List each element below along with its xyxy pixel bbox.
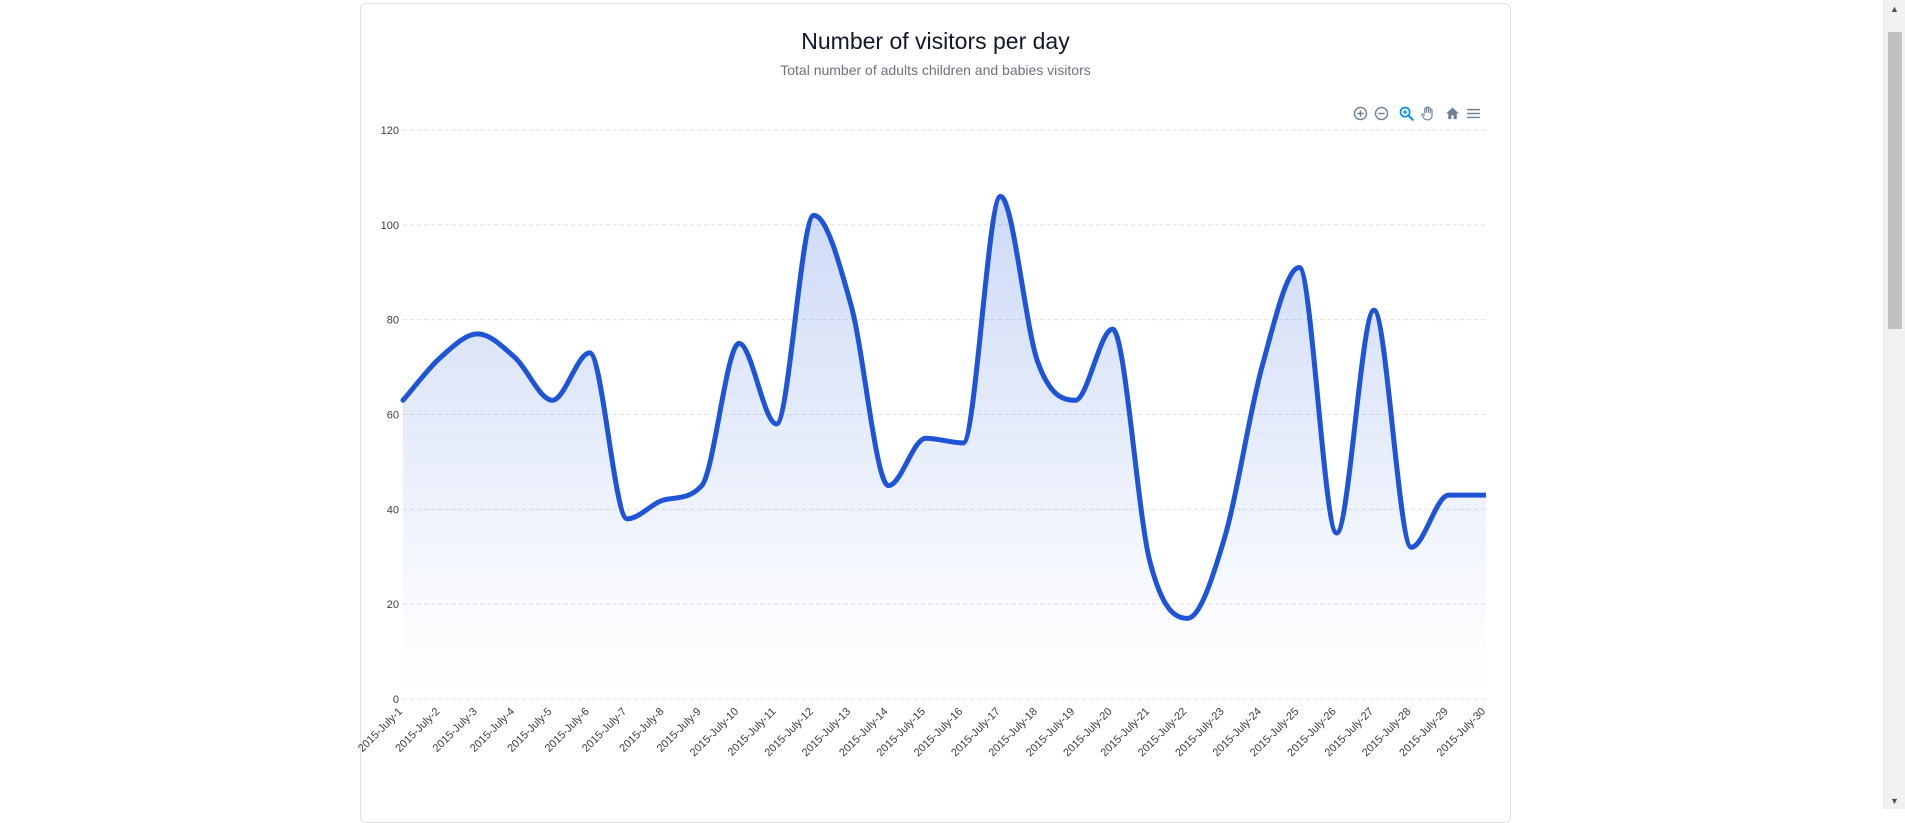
scroll-down-arrow-icon[interactable]: ▼ (1890, 795, 1899, 806)
pan-hand-icon[interactable] (1418, 104, 1436, 122)
chart-toolbar (1351, 104, 1482, 122)
scrollbar-thumb[interactable] (1888, 32, 1902, 329)
y-tick-label: 40 (387, 504, 399, 516)
scroll-up-arrow-icon[interactable]: ▲ (1890, 3, 1899, 14)
menu-icon[interactable] (1464, 104, 1482, 122)
y-tick-label: 60 (387, 410, 399, 422)
chart-title: Number of visitors per day (801, 28, 1070, 54)
y-axis: 0 20 40 60 80 100 120 (381, 125, 399, 706)
zoom-in-icon[interactable] (1351, 104, 1369, 122)
chart-subtitle: Total number of adults children and babi… (780, 62, 1091, 78)
y-tick-label: 20 (387, 599, 399, 611)
y-tick-label: 100 (381, 220, 399, 232)
y-tick-label: 120 (381, 125, 399, 137)
zoom-out-icon[interactable] (1372, 104, 1390, 122)
y-tick-label: 0 (393, 694, 399, 706)
reset-home-icon[interactable] (1443, 104, 1461, 122)
x-axis: 2015-July-12015-July-22015-July-32015-Ju… (356, 706, 1488, 759)
selection-zoom-icon[interactable] (1397, 104, 1415, 122)
page-scrollbar[interactable]: ▲ ▼ (1883, 0, 1905, 809)
y-tick-label: 80 (387, 315, 399, 327)
series-line (400, 193, 1486, 621)
